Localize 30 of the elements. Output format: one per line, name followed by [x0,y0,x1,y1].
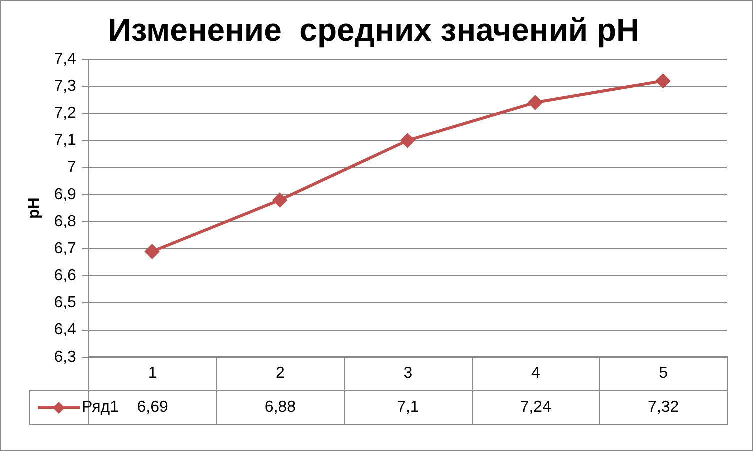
data-label: 7,32 [600,390,728,425]
point [400,134,415,148]
y-tick-label: 7 [68,159,77,176]
x-tick-label: 5 [600,356,728,391]
point [273,193,288,208]
y-tick-label: 6,4 [54,322,77,339]
y-axis-title: pH [26,198,44,220]
x-tick-label: 1 [88,356,217,391]
point [145,244,160,259]
data-label: 6,88 [216,390,344,425]
y-tick-label: 7,4 [54,50,77,68]
x-tick-label: 3 [344,356,472,391]
data-label: 7,1 [344,390,472,425]
y-tick-label: 6,7 [54,240,77,258]
point [656,74,670,88]
y-tick-label: 6,3 [54,348,77,366]
x-tick-label: 2 [216,356,344,391]
point [528,96,542,110]
data-label: 6,69 [137,398,168,416]
y-tick-label: 6,6 [54,268,77,285]
y-tick-label: 6,5 [54,294,77,312]
y-tick-label: 6,9 [54,186,77,204]
y-tick-label: 6,8 [54,213,77,230]
legend-label: Ряд1 [82,398,120,416]
y-tick-label: 7,1 [54,132,77,150]
data-label: 7,24 [472,390,600,425]
x-tick-label: 4 [472,356,600,391]
chart-title: Изменение средних значений pH [108,12,640,48]
y-tick-label: 7,3 [54,78,77,95]
y-tick-label: 7,2 [54,104,77,122]
